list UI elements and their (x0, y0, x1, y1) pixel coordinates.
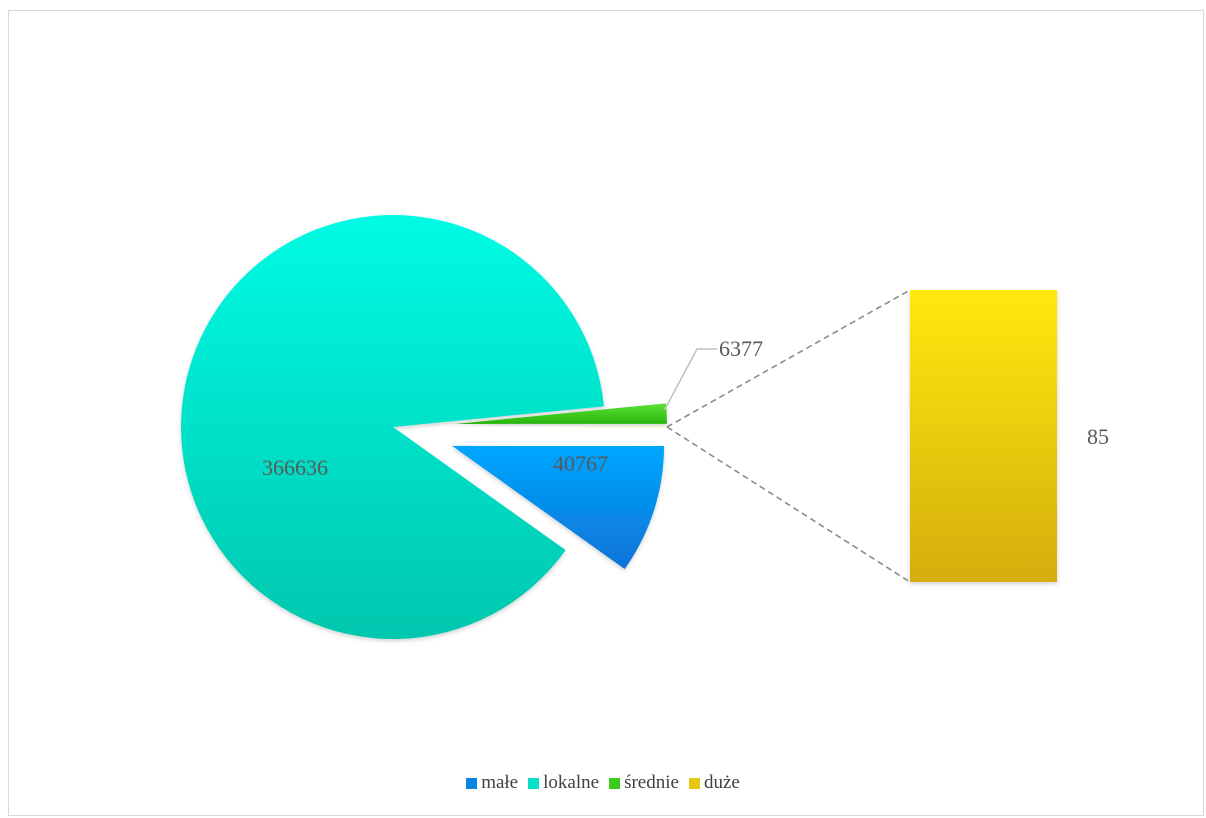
data-label-srednie: 6377 (719, 336, 763, 361)
legend-item-male: małe (466, 772, 518, 794)
data-label-duze: 85 (1087, 424, 1109, 449)
pie-slice-lokalne (180, 215, 604, 639)
legend-item-lokalne: lokalne (528, 772, 599, 794)
legend: małe lokalne średnie duże (0, 772, 1206, 794)
legend-label-male: małe (481, 772, 519, 793)
pie-slice-male (452, 445, 665, 570)
pie-slice-srednie (454, 403, 667, 424)
legend-label-duze: duże (703, 772, 740, 793)
data-label-lokalne: 366636 (262, 455, 328, 480)
legend-swatch-srednie (609, 777, 621, 789)
connector-line-bottom (666, 426, 911, 583)
legend-label-lokalne: lokalne (543, 772, 600, 793)
leader-line-srednie (664, 348, 717, 410)
connector-line-top (666, 289, 911, 428)
legend-swatch-male (466, 777, 478, 789)
legend-label-srednie: średnie (624, 772, 679, 793)
data-label-male: 40767 (553, 451, 608, 476)
legend-swatch-duze (688, 777, 700, 789)
legend-item-srednie: średnie (609, 772, 679, 794)
bar-segment-duze (910, 290, 1057, 582)
legend-item-duze: duże (688, 772, 740, 794)
legend-swatch-lokalne (528, 777, 540, 789)
